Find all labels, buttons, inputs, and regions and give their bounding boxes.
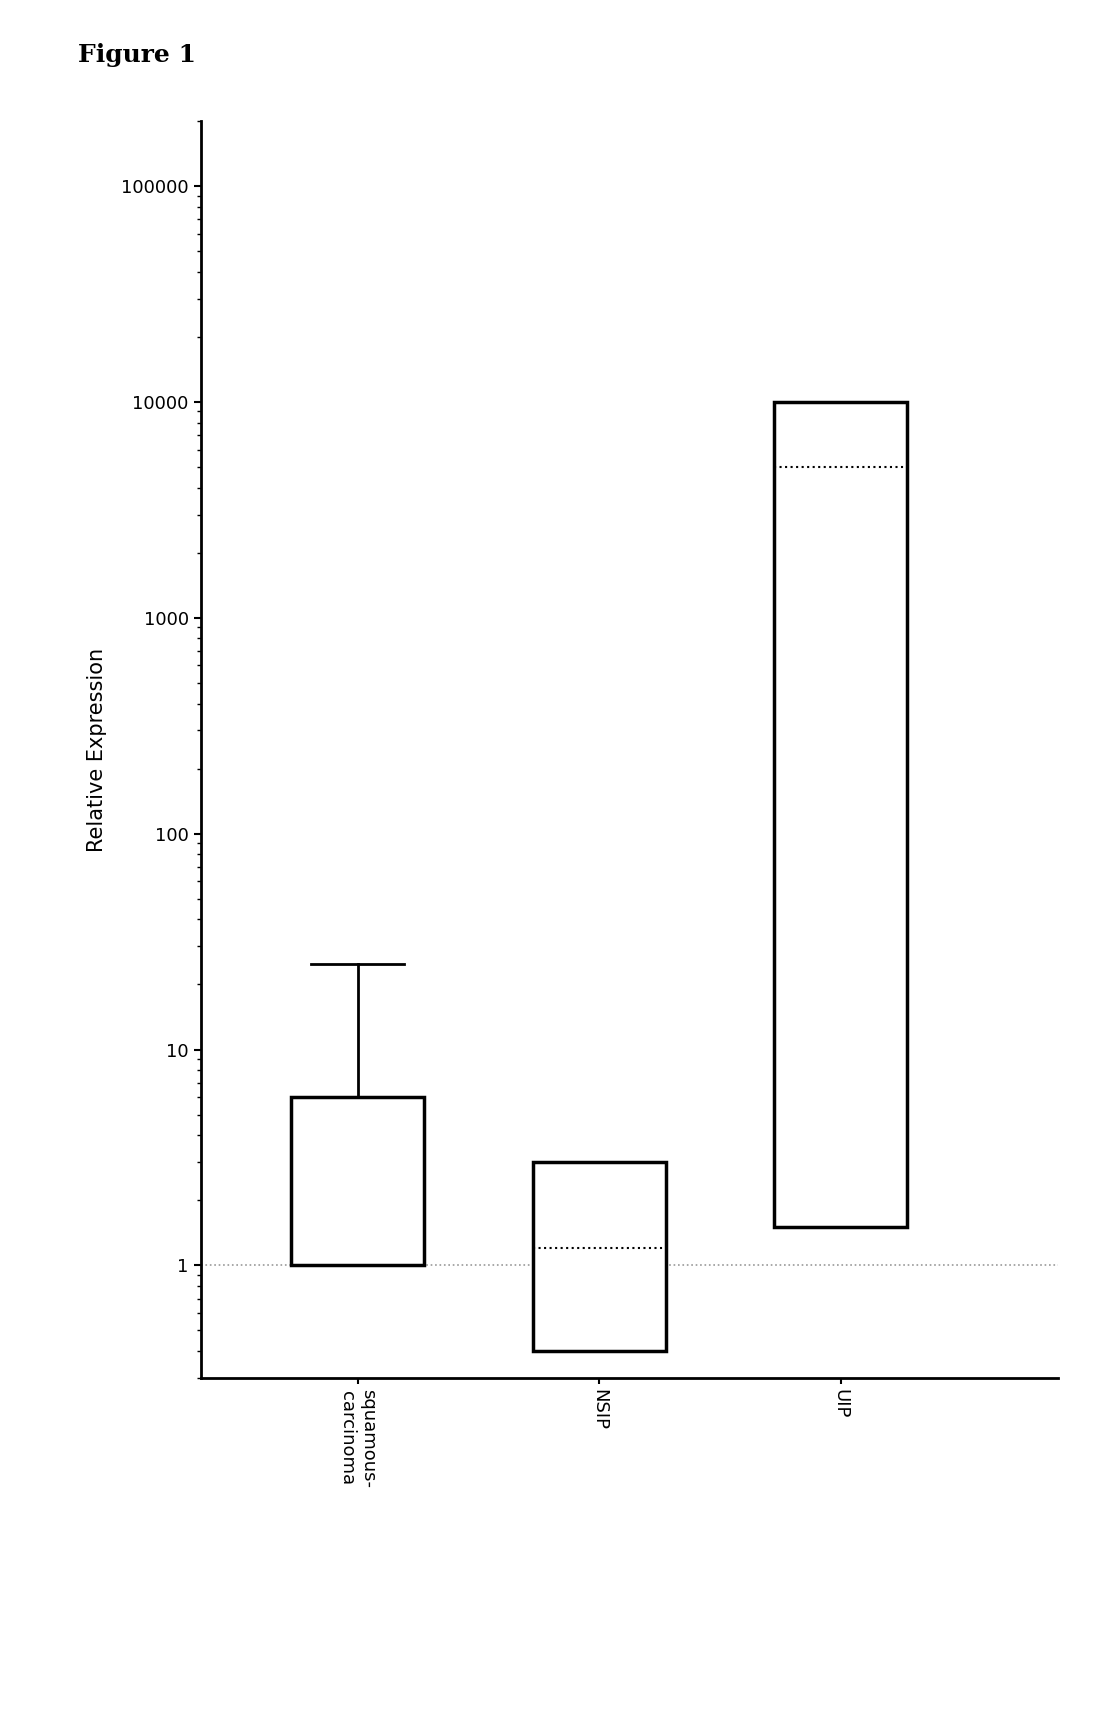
Y-axis label: Relative Expression: Relative Expression bbox=[87, 648, 107, 851]
Text: Figure 1: Figure 1 bbox=[78, 43, 196, 67]
Bar bbox=[774, 401, 907, 1227]
Bar bbox=[291, 1098, 424, 1265]
Bar bbox=[532, 1163, 666, 1351]
